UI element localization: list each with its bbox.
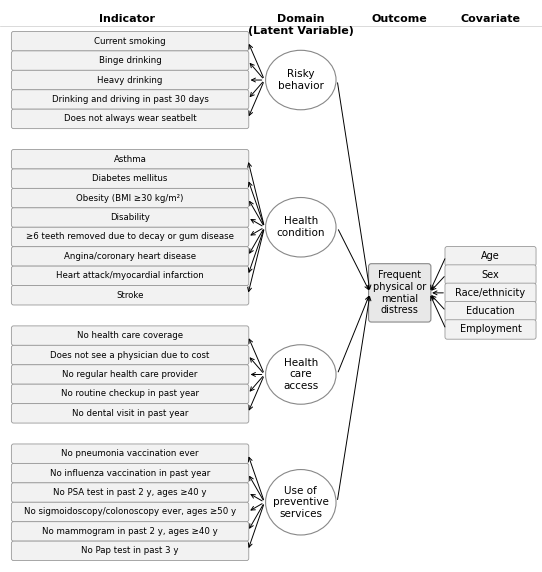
- Text: No regular health care provider: No regular health care provider: [62, 370, 198, 379]
- Text: Asthma: Asthma: [114, 155, 146, 164]
- Text: Does not see a physician due to cost: Does not see a physician due to cost: [50, 351, 210, 360]
- FancyBboxPatch shape: [445, 320, 536, 339]
- FancyBboxPatch shape: [11, 31, 249, 51]
- Text: Sex: Sex: [482, 269, 499, 280]
- FancyBboxPatch shape: [11, 70, 249, 90]
- Text: Stroke: Stroke: [117, 291, 144, 300]
- Text: No PSA test in past 2 y, ages ≥40 y: No PSA test in past 2 y, ages ≥40 y: [53, 488, 207, 497]
- FancyBboxPatch shape: [11, 463, 249, 483]
- Text: No pneumonia vaccination ever: No pneumonia vaccination ever: [61, 449, 199, 458]
- Text: Risky
behavior: Risky behavior: [278, 69, 324, 91]
- Ellipse shape: [266, 197, 336, 257]
- Ellipse shape: [266, 470, 336, 535]
- FancyBboxPatch shape: [11, 227, 249, 247]
- Text: Race/ethnicity: Race/ethnicity: [455, 288, 526, 298]
- Text: Employment: Employment: [460, 324, 521, 335]
- Text: Indicator: Indicator: [99, 14, 156, 24]
- FancyBboxPatch shape: [11, 444, 249, 463]
- FancyBboxPatch shape: [11, 365, 249, 384]
- FancyBboxPatch shape: [11, 169, 249, 188]
- FancyBboxPatch shape: [11, 522, 249, 541]
- Text: Obesity (BMI ≥30 kg/m²): Obesity (BMI ≥30 kg/m²): [76, 193, 184, 202]
- FancyBboxPatch shape: [11, 109, 249, 129]
- Text: Age: Age: [481, 251, 500, 261]
- FancyBboxPatch shape: [11, 285, 249, 305]
- Text: Health
care
access: Health care access: [283, 358, 319, 391]
- Text: Health
condition: Health condition: [276, 216, 325, 238]
- Text: No sigmoidoscopy/colonoscopy ever, ages ≥50 y: No sigmoidoscopy/colonoscopy ever, ages …: [24, 507, 236, 517]
- Ellipse shape: [266, 50, 336, 110]
- Text: Does not always wear seatbelt: Does not always wear seatbelt: [64, 114, 196, 124]
- FancyBboxPatch shape: [11, 502, 249, 522]
- FancyBboxPatch shape: [11, 188, 249, 208]
- FancyBboxPatch shape: [11, 149, 249, 169]
- FancyBboxPatch shape: [11, 384, 249, 404]
- Text: Education: Education: [466, 306, 515, 316]
- Text: No health care coverage: No health care coverage: [77, 331, 183, 340]
- Text: Binge drinking: Binge drinking: [99, 56, 162, 65]
- FancyBboxPatch shape: [11, 345, 249, 365]
- FancyBboxPatch shape: [445, 265, 536, 284]
- Text: Use of
preventive
services: Use of preventive services: [273, 486, 329, 519]
- FancyBboxPatch shape: [11, 404, 249, 423]
- Text: Diabetes mellitus: Diabetes mellitus: [92, 174, 168, 183]
- Text: Outcome: Outcome: [372, 14, 428, 24]
- Text: Domain
(Latent Variable): Domain (Latent Variable): [248, 14, 354, 36]
- FancyBboxPatch shape: [11, 541, 249, 561]
- Text: Heart attack/myocardial infarction: Heart attack/myocardial infarction: [56, 271, 204, 280]
- Text: Current smoking: Current smoking: [94, 37, 166, 46]
- Text: Disability: Disability: [110, 213, 150, 222]
- FancyBboxPatch shape: [11, 266, 249, 285]
- Text: Drinking and driving in past 30 days: Drinking and driving in past 30 days: [51, 95, 209, 104]
- FancyBboxPatch shape: [369, 264, 431, 322]
- Text: Heavy drinking: Heavy drinking: [98, 76, 163, 85]
- Text: No routine checkup in past year: No routine checkup in past year: [61, 390, 199, 399]
- FancyBboxPatch shape: [11, 208, 249, 227]
- Text: Angina/coronary heart disease: Angina/coronary heart disease: [64, 252, 196, 261]
- Text: ≥6 teeth removed due to decay or gum disease: ≥6 teeth removed due to decay or gum dis…: [26, 232, 234, 241]
- FancyBboxPatch shape: [445, 283, 536, 303]
- FancyBboxPatch shape: [11, 90, 249, 109]
- Text: No dental visit in past year: No dental visit in past year: [72, 409, 188, 418]
- Text: No mammogram in past 2 y, ages ≥40 y: No mammogram in past 2 y, ages ≥40 y: [42, 527, 218, 536]
- Text: Frequent
physical or
mential
distress: Frequent physical or mential distress: [373, 271, 427, 315]
- FancyBboxPatch shape: [11, 326, 249, 345]
- FancyBboxPatch shape: [11, 51, 249, 70]
- FancyBboxPatch shape: [445, 301, 536, 321]
- FancyBboxPatch shape: [11, 483, 249, 502]
- FancyBboxPatch shape: [445, 247, 536, 266]
- Ellipse shape: [266, 345, 336, 404]
- Text: Covariate: Covariate: [461, 14, 520, 24]
- FancyBboxPatch shape: [11, 247, 249, 266]
- Text: No Pap test in past 3 y: No Pap test in past 3 y: [81, 546, 179, 555]
- Text: No influenza vaccination in past year: No influenza vaccination in past year: [50, 468, 210, 478]
